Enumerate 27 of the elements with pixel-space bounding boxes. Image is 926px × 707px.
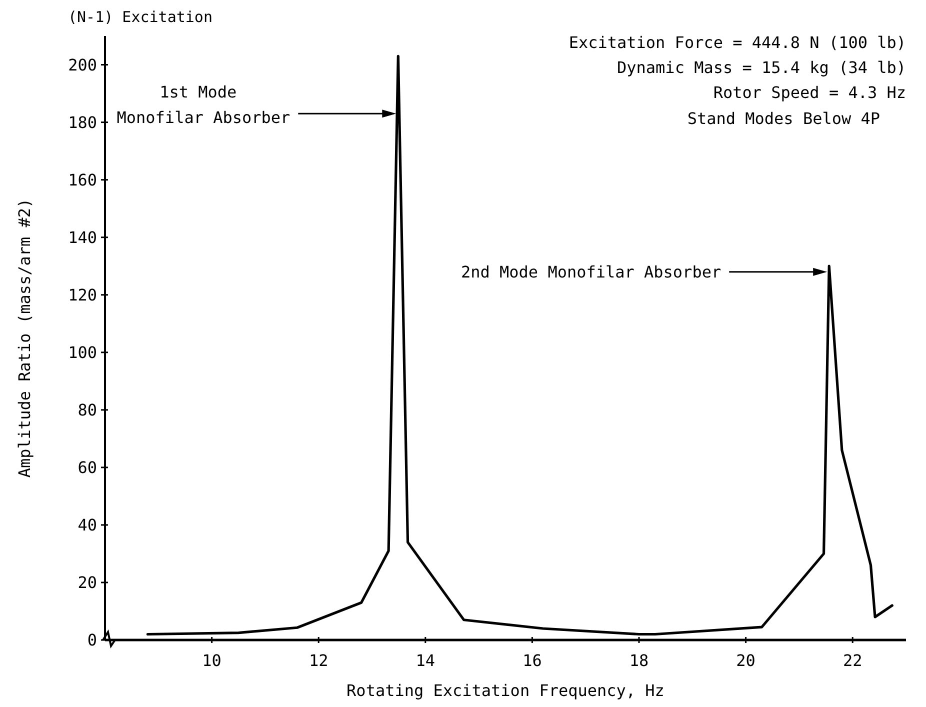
y-tick-label: 40 bbox=[78, 516, 97, 535]
annotation: Rotor Speed = 4.3 Hz bbox=[713, 83, 906, 102]
x-tick-label: 10 bbox=[202, 651, 222, 670]
y-tick-label: 20 bbox=[78, 573, 97, 592]
x-axis-title: Rotating Excitation Frequency, Hz bbox=[346, 681, 664, 700]
annotation: 1st Mode Monofilar Absorber bbox=[116, 82, 291, 127]
y-tick-label: 100 bbox=[68, 342, 97, 362]
x-tick-label: 20 bbox=[736, 651, 756, 670]
x-tick-label: 18 bbox=[629, 651, 649, 670]
y-tick-label: 0 bbox=[87, 630, 97, 650]
x-tick-label: 14 bbox=[416, 651, 436, 670]
y-tick-label: 160 bbox=[68, 170, 97, 190]
y-tick-label: 60 bbox=[78, 458, 97, 478]
chart-title: (N-1) Excitation bbox=[68, 8, 212, 26]
x-tick-label: 16 bbox=[522, 651, 542, 670]
annotation: Stand Modes Below 4P bbox=[687, 109, 880, 128]
y-axis-title: Amplitude Ratio (mass/arm #2) bbox=[15, 198, 34, 478]
x-tick-label: 12 bbox=[308, 651, 328, 670]
annotation: 2nd Mode Monofilar Absorber bbox=[461, 262, 722, 282]
y-tick-label: 80 bbox=[78, 400, 97, 420]
y-tick-label: 120 bbox=[68, 285, 97, 304]
x-tick-label: 22 bbox=[842, 651, 862, 670]
y-tick-label: 200 bbox=[68, 55, 97, 74]
annotation: Excitation Force = 444.8 N (100 lb) bbox=[568, 33, 906, 52]
y-tick-label: 140 bbox=[68, 228, 97, 247]
y-tick-label: 180 bbox=[68, 112, 97, 132]
annotation: Dynamic Mass = 15.4 kg (34 lb) bbox=[617, 58, 906, 77]
